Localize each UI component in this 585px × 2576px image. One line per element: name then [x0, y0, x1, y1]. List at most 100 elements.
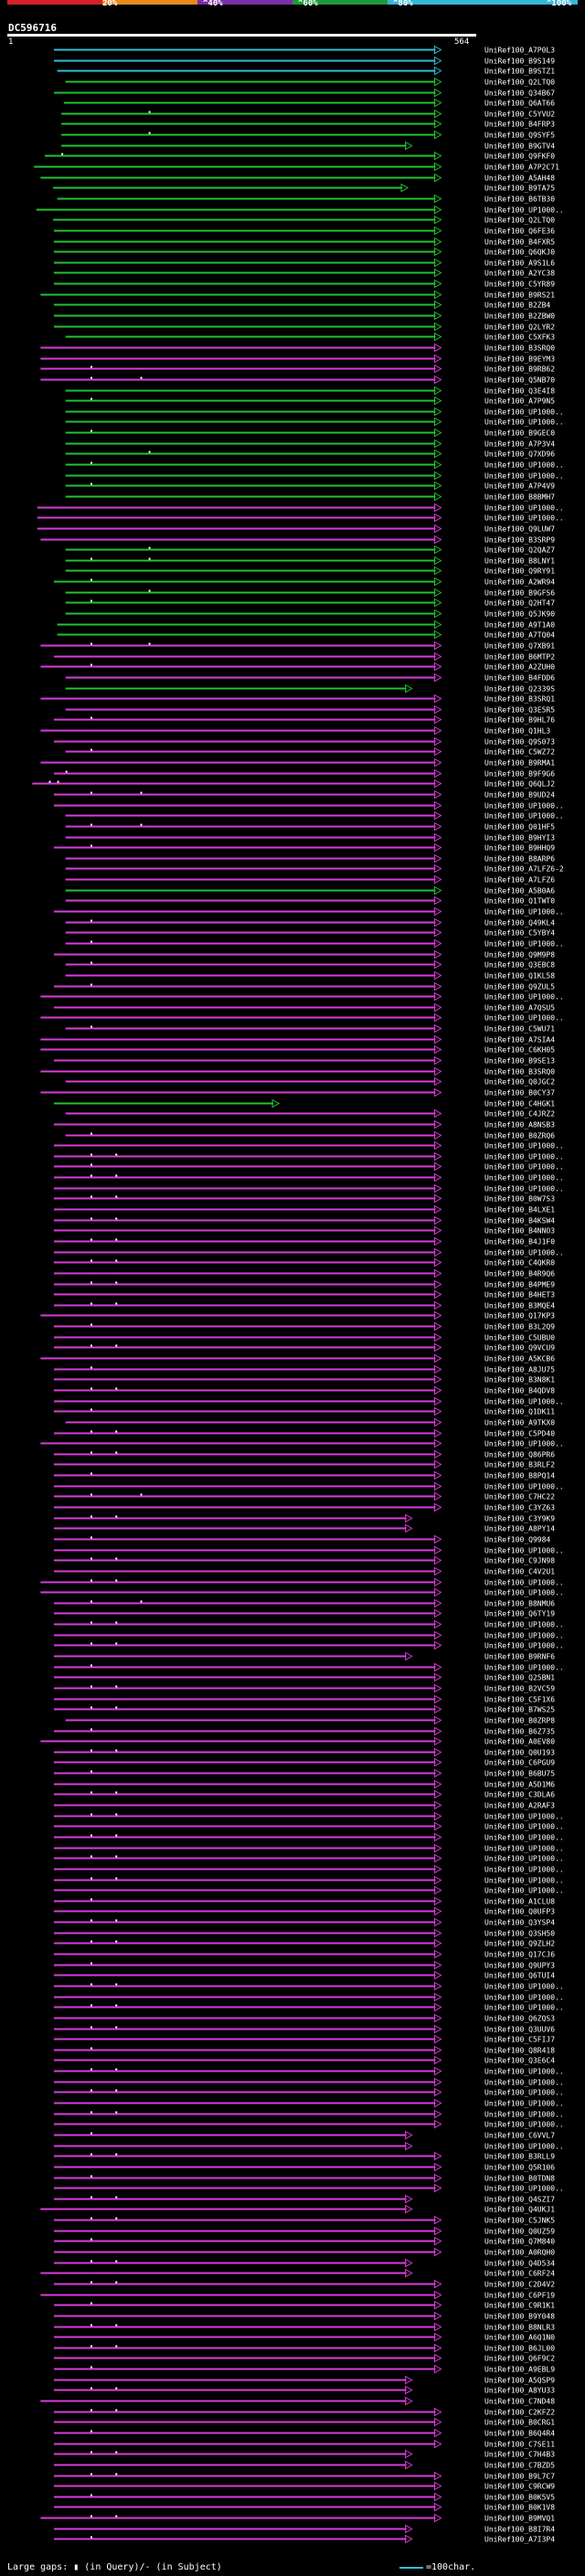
hit-row[interactable]: UniRef100_B0ZRQ6 [65, 1130, 556, 1140]
hit-row[interactable]: UniRef100_Q6TY19 [53, 1608, 555, 1618]
hit-label[interactable]: UniRef100_B2VC59 [484, 1685, 555, 1693]
hit-label[interactable]: UniRef100_B2ZBW0 [484, 313, 555, 321]
hit-label[interactable]: UniRef100_UP1000.. [484, 1440, 564, 1448]
hit-row[interactable]: UniRef100_B2ZBW0 [53, 311, 555, 321]
hit-row[interactable]: UniRef100_Q9LUW7 [37, 524, 556, 534]
hit-row[interactable]: UniRef100_Q9SYF5 [61, 130, 555, 140]
hit-label[interactable]: UniRef100_A5QSP9 [484, 2377, 555, 2385]
hit-label[interactable]: UniRef100_A7SIA4 [484, 1036, 555, 1044]
hit-row[interactable]: UniRef100_A2WR94 [53, 577, 555, 587]
hit-label[interactable]: UniRef100_Q2QAZ7 [484, 546, 555, 555]
hit-row[interactable]: UniRef100_B0ZRP8 [65, 1715, 556, 1725]
hit-label[interactable]: UniRef100_C9RCW9 [484, 2483, 555, 2491]
hit-label[interactable]: UniRef100_A8NSB3 [484, 1121, 555, 1129]
hit-label[interactable]: UniRef100_Q6AT66 [484, 100, 555, 108]
hit-row[interactable]: UniRef100_C4HGK1 [53, 1098, 555, 1108]
hit-label[interactable]: UniRef100_UP1000.. [484, 1142, 564, 1150]
hit-row[interactable]: UniRef100_B6Z735 [53, 1726, 555, 1736]
hit-label[interactable]: UniRef100_Q3E4I8 [484, 387, 555, 396]
hit-row[interactable]: UniRef100_UP1000.. [53, 1619, 564, 1629]
hit-label[interactable]: UniRef100_UP1000.. [484, 1855, 564, 1863]
hit-label[interactable]: UniRef100_UP1000.. [484, 1547, 564, 1555]
hit-label[interactable]: UniRef100_UP1000.. [484, 504, 564, 513]
hit-label[interactable]: UniRef100_Q0JGC2 [484, 1078, 555, 1087]
hit-label[interactable]: UniRef100_UP1000.. [484, 940, 564, 949]
hit-row[interactable]: UniRef100_Q9S073 [53, 737, 555, 747]
hit-row[interactable]: UniRef100_C4V2U1 [53, 1566, 555, 1576]
hit-label[interactable]: UniRef100_UP1000.. [484, 472, 564, 481]
hit-row[interactable]: UniRef100_UP1000.. [40, 1577, 564, 1587]
hit-label[interactable]: UniRef100_UP1000.. [484, 993, 564, 1002]
hit-label[interactable]: UniRef100_B6Z735 [484, 1728, 555, 1736]
hit-label[interactable]: UniRef100_Q3E5R5 [484, 706, 555, 715]
hit-label[interactable]: UniRef100_C5PD40 [484, 1430, 555, 1438]
hit-row[interactable]: UniRef100_A7P9N5 [65, 396, 556, 406]
hit-row[interactable]: UniRef100_A5KCB6 [40, 1353, 555, 1363]
hit-row[interactable]: UniRef100_Q5R106 [53, 2162, 555, 2172]
hit-label[interactable]: UniRef100_Q2LTQ0 [484, 79, 555, 87]
hit-row[interactable]: UniRef100_Q6ZQS3 [53, 2013, 555, 2023]
hit-row[interactable]: UniRef100_A5AH48 [40, 173, 555, 183]
hit-label[interactable]: UniRef100_C2D4V2 [484, 2281, 555, 2289]
hit-row[interactable]: UniRef100_Q5NB70 [40, 375, 555, 385]
hit-row[interactable]: UniRef100_B2ZB4 [53, 300, 550, 310]
hit-row[interactable]: UniRef100_B4FDD6 [65, 673, 556, 683]
hit-label[interactable]: UniRef100_UP1000.. [484, 1483, 564, 1491]
hit-label[interactable]: UniRef100_Q9UPY3 [484, 1962, 555, 1970]
hit-row[interactable]: UniRef100_B3L2Q9 [53, 1321, 555, 1331]
hit-row[interactable]: UniRef100_UP1000.. [65, 460, 564, 470]
hit-label[interactable]: UniRef100_Q0U193 [484, 1749, 555, 1757]
hit-row[interactable]: UniRef100_B3SRQ0 [40, 1066, 555, 1076]
hit-row[interactable]: UniRef100_B9HHQ9 [53, 843, 555, 853]
hit-label[interactable]: UniRef100_Q7M840 [484, 2238, 555, 2246]
hit-label[interactable]: UniRef100_B6MTP2 [484, 653, 555, 662]
hit-row[interactable]: UniRef100_Q9UPY3 [53, 1960, 555, 1970]
hit-row[interactable]: UniRef100_A0RQH0 [53, 2247, 555, 2257]
hit-label[interactable]: UniRef100_UP1000.. [484, 419, 564, 427]
hit-row[interactable]: UniRef100_Q7XD96 [65, 449, 556, 459]
hit-label[interactable]: UniRef100_B4R9Q6 [484, 1270, 555, 1278]
hit-row[interactable]: UniRef100_Q2HT47 [65, 598, 556, 608]
hit-label[interactable]: UniRef100_C7BZD5 [484, 2462, 555, 2470]
hit-label[interactable]: UniRef100_C6RF24 [484, 2270, 555, 2278]
hit-row[interactable]: UniRef100_B0K5V5 [53, 2492, 555, 2502]
hit-label[interactable]: UniRef100_UP1000.. [484, 1185, 564, 1193]
hit-row[interactable]: UniRef100_C6PF19 [40, 2290, 555, 2300]
hit-row[interactable]: UniRef100_A5B0A6 [65, 885, 556, 896]
hit-row[interactable]: UniRef100_C5PD40 [53, 1428, 555, 1438]
hit-row[interactable]: UniRef100_Q9984 [53, 1534, 550, 1544]
hit-row[interactable]: UniRef100_C6VVL7 [53, 2130, 555, 2140]
hit-row[interactable]: UniRef100_B9SE13 [53, 1055, 555, 1065]
hit-label[interactable]: UniRef100_A1CLU8 [484, 1898, 555, 1906]
hit-label[interactable]: UniRef100_B6TB30 [484, 196, 555, 204]
hit-row[interactable]: UniRef100_C7ND48 [40, 2396, 555, 2406]
hit-label[interactable]: UniRef100_A9T1A0 [484, 621, 555, 630]
hit-row[interactable]: UniRef100_B4QDV8 [53, 1385, 555, 1395]
hit-label[interactable]: UniRef100_B0K5V5 [484, 2494, 555, 2502]
hit-label[interactable]: UniRef100_UP1000.. [484, 514, 564, 523]
hit-row[interactable]: UniRef100_C9R1K1 [53, 2300, 555, 2310]
hit-label[interactable]: UniRef100_B4KSW4 [484, 1217, 555, 1225]
hit-label[interactable]: UniRef100_A7LFZ6 [484, 876, 555, 885]
hit-row[interactable]: UniRef100_C7H4B3 [53, 2449, 555, 2459]
hit-label[interactable]: UniRef100_B9STZ1 [484, 68, 555, 76]
hit-label[interactable]: UniRef100_A2RAF3 [484, 1802, 555, 1810]
hit-label[interactable]: UniRef100_B0K1V8 [484, 2504, 555, 2512]
hit-label[interactable]: UniRef100_A7QSU5 [484, 1004, 555, 1012]
hit-row[interactable]: UniRef100_A7LFZ6-2 [65, 864, 564, 874]
hit-row[interactable]: UniRef100_B7WS25 [53, 1704, 555, 1714]
hit-row[interactable]: UniRef100_UP1000.. [53, 1843, 564, 1853]
hit-row[interactable]: UniRef100_Q8R418 [53, 2045, 555, 2055]
hit-label[interactable]: UniRef100_Q3EBC8 [484, 961, 555, 970]
hit-label[interactable]: UniRef100_A7I3P4 [484, 2536, 555, 2544]
hit-label[interactable]: UniRef100_Q9M9P8 [484, 951, 555, 959]
hit-row[interactable]: UniRef100_B3SRP9 [40, 535, 555, 545]
hit-label[interactable]: UniRef100_B3SRQ1 [484, 695, 555, 704]
hit-row[interactable]: UniRef100_B0CRG1 [53, 2417, 555, 2427]
hit-label[interactable]: UniRef100_B3RLF2 [484, 1461, 555, 1469]
hit-label[interactable]: UniRef100_B3SRQ0 [484, 1068, 555, 1076]
hit-row[interactable]: UniRef100_Q3E5R5 [65, 705, 556, 715]
hit-row[interactable]: UniRef100_A7LFZ6 [65, 875, 556, 885]
hit-row[interactable]: UniRef100_B6Q4R4 [53, 2428, 555, 2438]
hit-row[interactable]: UniRef100_B8ARP6 [65, 853, 556, 864]
